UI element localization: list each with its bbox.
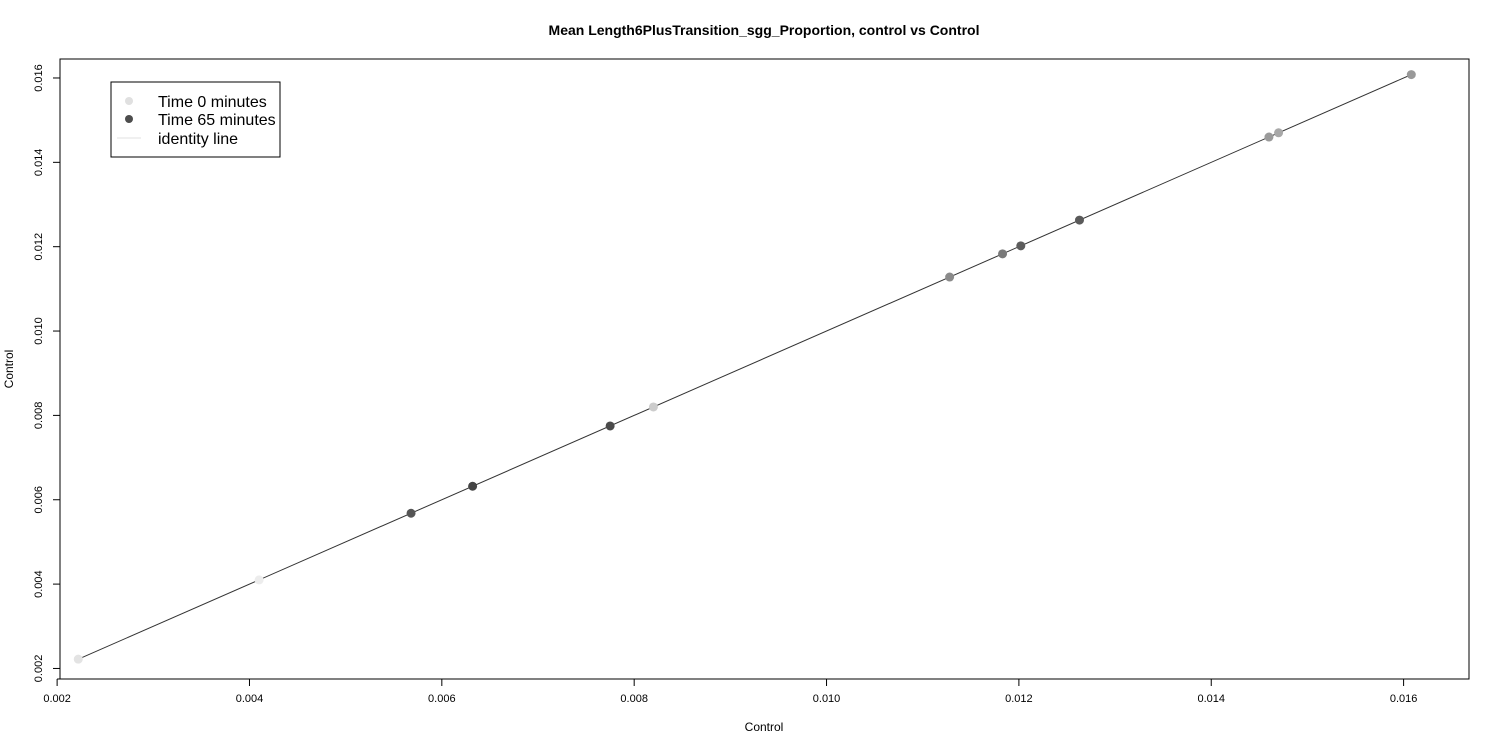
legend-label-identity-line: identity line — [158, 131, 238, 148]
y-tick-label: 0.010 — [33, 317, 45, 345]
chart-title: Mean Length6PlusTransition_sgg_Proportio… — [549, 22, 980, 38]
y-tick-label: 0.002 — [33, 655, 45, 683]
data-point — [1074, 215, 1084, 225]
data-point — [1406, 70, 1416, 80]
data-point — [254, 575, 264, 585]
data-points — [73, 70, 1416, 664]
x-tick-label: 0.014 — [1197, 693, 1225, 705]
legend-label-time-65: Time 65 minutes — [158, 112, 276, 129]
data-point — [1264, 132, 1274, 142]
data-point — [468, 481, 478, 491]
data-point — [605, 421, 615, 431]
x-axis-label: Control — [745, 720, 784, 734]
data-point — [406, 508, 416, 518]
identity-line-group — [78, 74, 1412, 660]
y-axis: 0.002 0.004 0.006 0.008 0.010 0.012 0.014 0.016 — [33, 64, 61, 683]
identity-line — [78, 74, 1412, 660]
legend-label-time-0: Time 0 minutes — [158, 94, 267, 111]
data-point — [73, 654, 83, 664]
x-tick-label: 0.008 — [620, 693, 648, 705]
x-tick-label: 0.010 — [813, 693, 841, 705]
legend: Time 0 minutes Time 65 minutes identity … — [110, 81, 281, 158]
legend-marker-time-65 — [125, 115, 133, 123]
x-tick-label: 0.012 — [1005, 693, 1033, 705]
y-axis-label: Control — [2, 350, 16, 389]
data-point — [1016, 241, 1026, 251]
x-tick-label: 0.004 — [236, 693, 264, 705]
legend-box — [110, 81, 281, 158]
y-tick-label: 0.008 — [33, 402, 45, 430]
y-tick-label: 0.014 — [33, 149, 45, 177]
x-tick-label: 0.006 — [428, 693, 456, 705]
y-tick-label: 0.016 — [33, 64, 45, 92]
y-tick-label: 0.004 — [33, 570, 45, 598]
x-tick-label: 0.016 — [1390, 693, 1418, 705]
data-point — [998, 249, 1008, 259]
legend-marker-time-0 — [125, 97, 133, 105]
data-point — [945, 272, 955, 282]
x-axis: 0.002 0.004 0.006 0.008 0.010 0.012 0.014 0.016 — [43, 678, 1418, 705]
y-tick-label: 0.012 — [33, 233, 45, 261]
x-tick-label: 0.002 — [43, 693, 71, 705]
data-point — [648, 402, 658, 412]
data-point — [1274, 128, 1284, 138]
y-tick-label: 0.006 — [33, 486, 45, 514]
